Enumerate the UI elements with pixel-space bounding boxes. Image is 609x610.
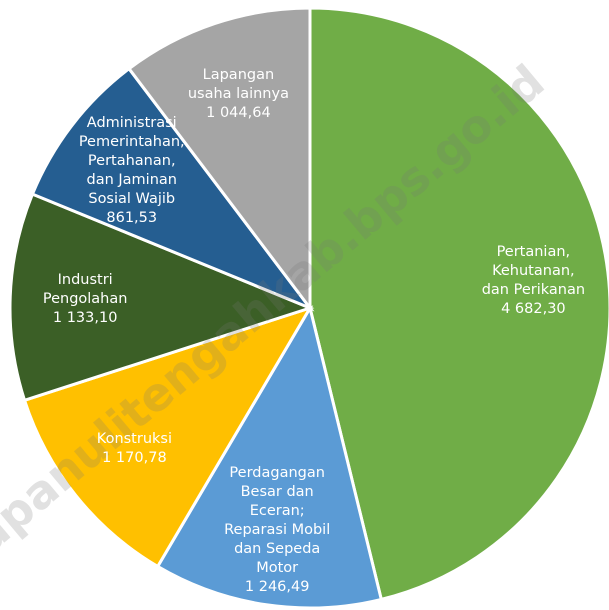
label-box: Konstruksi 1 170,78 [59,369,209,529]
pie-slice [126,6,312,313]
pie-slice [8,192,315,403]
slice-label: Administrasi Pemerintahan, Pertahanan, d… [57,91,207,251]
pie-slice [155,304,384,610]
slice-label: Industri Pengolahan 1 133,10 [10,219,160,379]
value-label: 1 133,10 [52,309,118,326]
category-label: Lapangan usaha lainnya [187,67,289,103]
slice-label: Perdagangan Besar dan Eceran; Reparasi M… [202,451,352,610]
value-label: 861,53 [106,209,158,226]
value-label: 1 044,64 [206,105,271,122]
label-box: Administrasi Pemerintahan, Pertahanan, d… [57,91,207,251]
slice-label: Konstruksi 1 170,78 [59,369,209,529]
label-box: Pertanian, Kehutanan, dan Perikanan 4 682… [458,201,608,361]
value-label: 1 170,78 [102,449,167,466]
pie-slice [30,66,315,312]
category-label: Pertanian, Kehutanan, dan Perikanan [481,244,586,299]
category-label: Konstruksi [96,430,172,447]
label-box: Lapangan usaha lainnya 1 044,64 [163,15,313,175]
slice-label: Pertanian, Kehutanan, dan Perikanan 4 682… [458,201,608,361]
slice-label: Lapangan usaha lainnya 1 044,64 [163,15,313,175]
pie-slice [22,305,314,569]
label-box: Perdagangan Besar dan Eceran; Reparasi M… [202,451,352,610]
pie-slice [308,6,609,602]
value-label: 4 682,30 [501,301,566,318]
label-box: Industri Pengolahan 1 133,10 [10,219,160,379]
category-label: Administrasi Pemerintahan, Pertahanan, d… [78,114,185,207]
category-label: Perdagangan Besar dan Eceran; Reparasi M… [224,465,331,577]
category-label: Industri Pengolahan [42,271,128,307]
value-label: 1 246,49 [244,579,310,596]
